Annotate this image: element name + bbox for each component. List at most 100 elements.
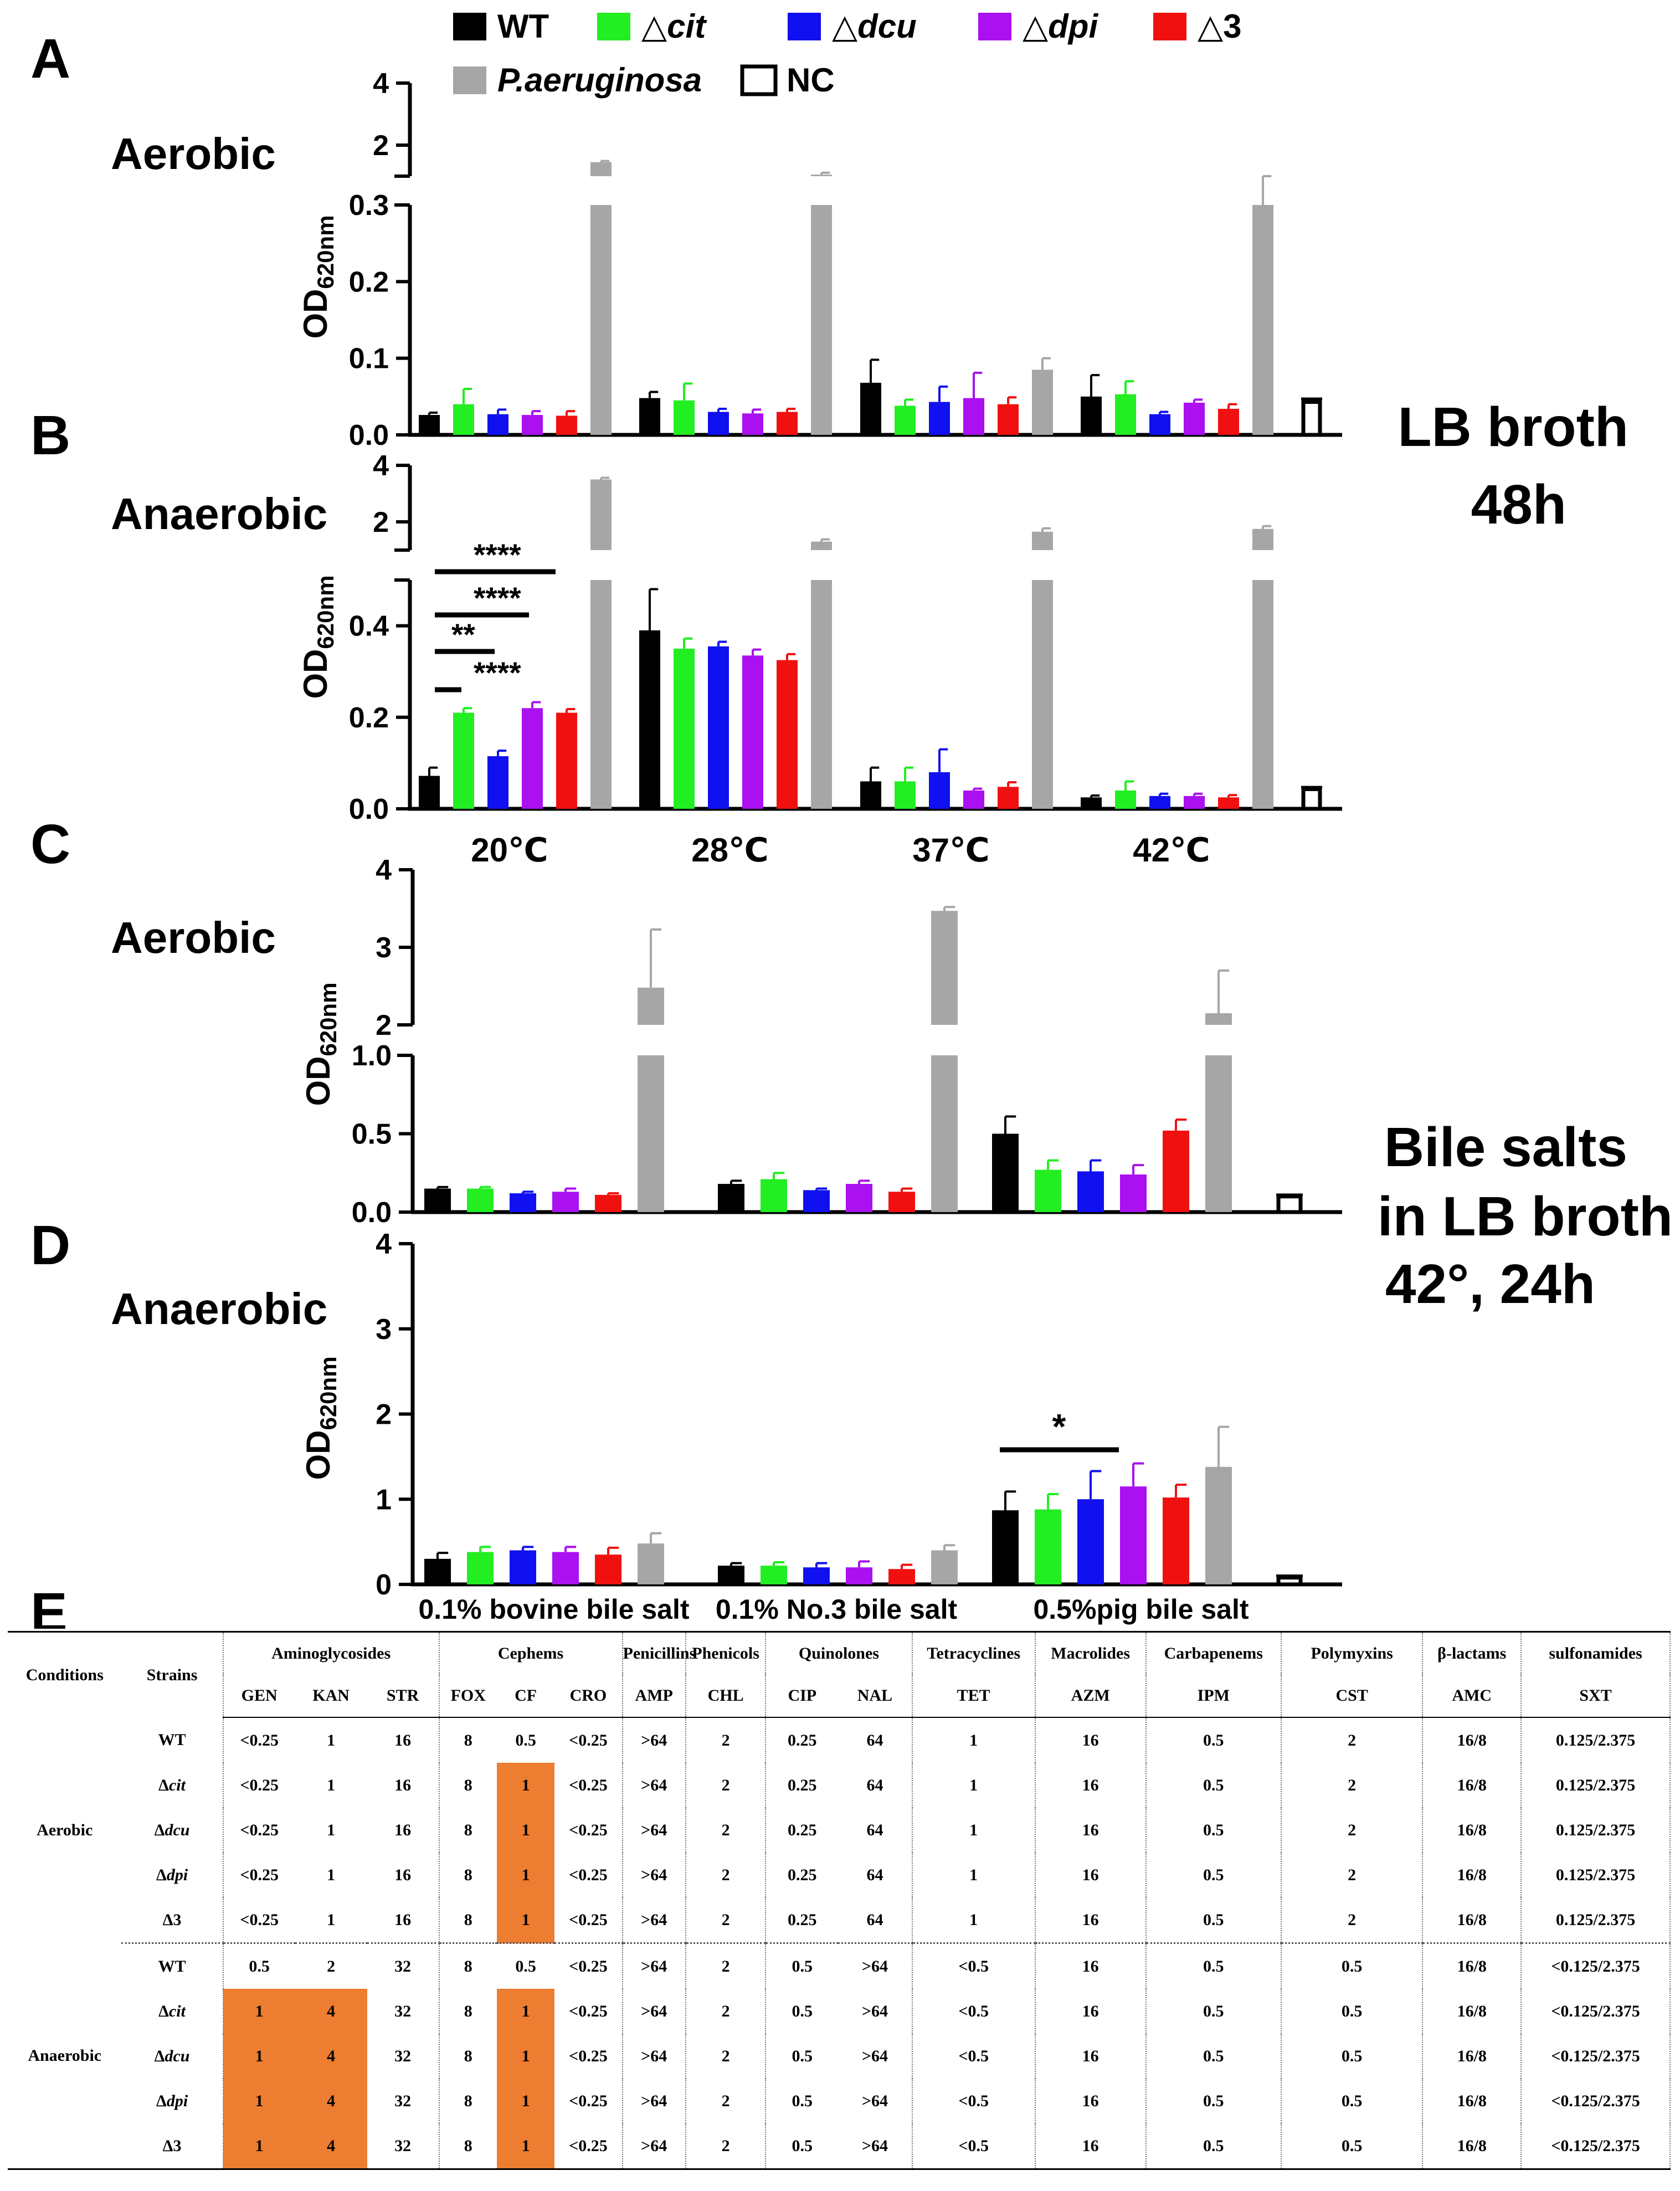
mic-value-cell: <0.5 xyxy=(912,1989,1036,2034)
table-column-header: CIP xyxy=(765,1675,839,1718)
mic-value-cell: 8 xyxy=(464,1820,472,1839)
bar xyxy=(708,646,729,809)
mic-value-cell: 8 xyxy=(464,1957,472,1976)
bar xyxy=(895,406,916,435)
mic-value-cell: <0.25 xyxy=(240,1776,279,1794)
mic-value-cell: 16 xyxy=(367,1897,440,1944)
strain-cell: Δcit xyxy=(121,1763,224,1808)
bar xyxy=(510,1193,536,1212)
y-tick-label: 4 xyxy=(376,1228,392,1260)
significance-label: * xyxy=(1052,1407,1066,1446)
mic-value-cell: <0.125/2.375 xyxy=(1521,2034,1671,2079)
y-tick-label: 0 xyxy=(376,1569,392,1601)
mic-value-cell: 1 xyxy=(295,1897,367,1944)
mic-value-cell: 0.5 xyxy=(1145,1853,1282,1897)
strain-cell: Δ3 xyxy=(121,2123,224,2169)
mic-value-cell: >64 xyxy=(622,1763,686,1808)
legend-label: △dpi xyxy=(1023,8,1098,45)
bar xyxy=(1115,790,1136,809)
x-tick-label: 0.1% bovine bile salt xyxy=(418,1594,689,1625)
mic-value-cell: 2 xyxy=(1281,1853,1424,1897)
side-label-lb: 48h xyxy=(1471,474,1566,536)
legend-label: △cit xyxy=(641,8,707,45)
mic-value-cell: 0.5 xyxy=(1281,2123,1424,2169)
mic-value-cell: 0.5 xyxy=(1145,1808,1282,1853)
panel-letter-D: D xyxy=(30,1214,70,1276)
mic-value-cell: 2 xyxy=(685,2123,767,2169)
legend-label: NC xyxy=(787,61,835,99)
mic-value-cell: 32 xyxy=(367,2034,440,2079)
table-header-row: GEN KAN STR FOX CF CRO AMP CHL CIP NAL TET AZM IPM CS… xyxy=(8,1675,1671,1718)
table-row: Δdpi <0.25 1 16 8 1 <0.25 >64 2 0.25 64 1 16 0.5 2 16/8… xyxy=(8,1853,1671,1897)
bar xyxy=(718,1566,744,1584)
y-tick-label: 2 xyxy=(376,1399,392,1431)
bar xyxy=(998,787,1019,809)
mic-value-cell: 2 xyxy=(685,2079,767,2123)
table-column-header: AMP xyxy=(622,1675,686,1718)
bar xyxy=(1081,396,1102,435)
bar xyxy=(1077,1171,1104,1212)
bar xyxy=(674,648,695,809)
table-column-header: CRO xyxy=(554,1675,623,1718)
mic-value-cell: 16 xyxy=(1035,1989,1147,2034)
table-header-row: Conditions Strains Aminoglycosides Cephems P… xyxy=(8,1631,1671,1717)
mic-value-cell: 0.125/2.375 xyxy=(1521,1763,1671,1808)
legend-swatch xyxy=(978,13,1011,40)
y-tick-label: 0.3 xyxy=(349,189,389,222)
mic-value-cell: 1 xyxy=(912,1853,1036,1897)
mic-value-cell: 0.125/2.375 xyxy=(1521,1717,1671,1763)
significance-label: **** xyxy=(474,655,521,690)
mic-value-cell: 8 xyxy=(464,2136,472,2155)
bar xyxy=(552,1192,579,1212)
mic-value-cell: 0.5 xyxy=(1145,1717,1282,1763)
x-tick-label: 20℃ xyxy=(471,832,548,869)
bar xyxy=(1032,531,1053,550)
mic-value-cell: <0.25 xyxy=(240,1731,279,1749)
bar xyxy=(1035,1169,1061,1212)
legend-swatch xyxy=(597,13,630,40)
mic-value-cell: 1 xyxy=(223,2079,295,2123)
mic-value-cell: 16/8 xyxy=(1422,1763,1522,1808)
mic-value-cell: 16 xyxy=(367,1853,440,1897)
mic-value-cell: >64 xyxy=(622,1808,686,1853)
mic-value-cell: 16 xyxy=(1035,1897,1147,1944)
bar xyxy=(1081,797,1102,809)
bar xyxy=(803,1190,830,1212)
mic-value-cell: <0.25 xyxy=(223,1897,295,1944)
mic-value-cell: <0.5 xyxy=(912,2079,1036,2123)
mic-value-cell: 0.125/2.375 xyxy=(1521,1897,1671,1944)
mic-value-cell: 1 xyxy=(327,1776,336,1794)
y-tick-label: 0.0 xyxy=(349,793,389,825)
mic-value-cell: 1 xyxy=(496,2034,555,2079)
table-group-header: Tetracyclines xyxy=(912,1631,1036,1675)
bar xyxy=(467,1552,494,1584)
mic-value-cell: 16 xyxy=(1035,1808,1147,1853)
bar xyxy=(522,415,543,435)
bar xyxy=(453,404,474,435)
mic-value-cell: 1 xyxy=(496,2123,555,2169)
bar xyxy=(487,756,508,809)
mic-value-cell: >64 xyxy=(622,2034,686,2079)
table-group-header: Phenicols xyxy=(685,1631,767,1675)
mic-value-cell: <0.5 xyxy=(912,2034,1036,2079)
table-column-header: IPM xyxy=(1145,1675,1282,1718)
table-row: Δcit <0.25 1 16 8 1 <0.25 >64 2 0.25 64 1 16 0.5 2 16/8… xyxy=(8,1763,1671,1808)
mic-value-cell: 2 xyxy=(685,1853,767,1897)
nc-bar xyxy=(1276,1194,1303,1214)
mic-value-cell: 64 xyxy=(838,1897,913,1944)
bar xyxy=(761,1179,787,1212)
table-row: Δ3 1 4 32 8 1 <0.25 >64 2 0.5 >64 <0.5 16 0.5 0.5 16/8 <… xyxy=(8,2123,1671,2169)
bar xyxy=(453,712,474,809)
bar xyxy=(639,398,660,435)
bar xyxy=(638,1055,664,1212)
mic-value-cell: >64 xyxy=(838,2079,913,2123)
table-column-header: TET xyxy=(912,1675,1036,1718)
y-axis-label: OD620nm xyxy=(297,575,338,699)
bar xyxy=(1218,408,1239,435)
table-group-header: Carbapenems xyxy=(1145,1631,1282,1675)
bar xyxy=(556,415,577,435)
bar xyxy=(590,162,612,176)
legend-label: P.aeruginosa xyxy=(497,61,702,99)
mic-value-cell: >64 xyxy=(622,2079,686,2123)
